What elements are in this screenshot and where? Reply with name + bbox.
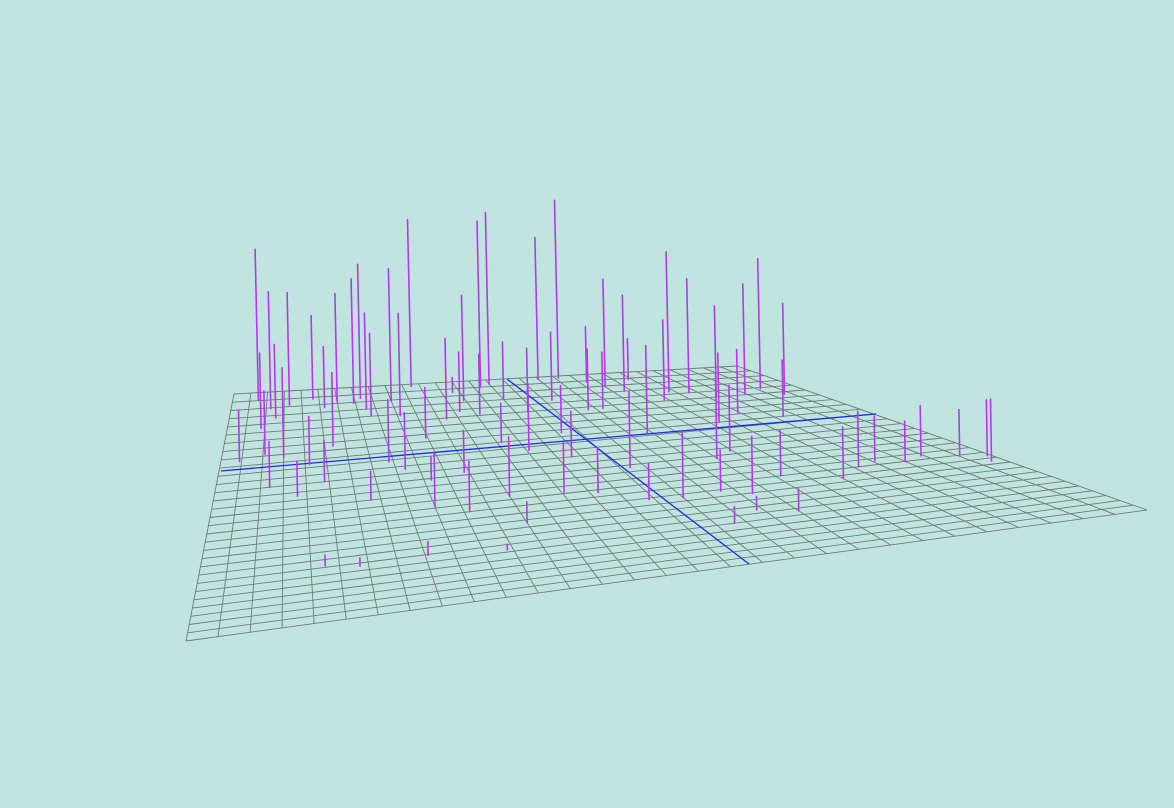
data-spike <box>406 218 413 388</box>
data-spike <box>501 341 505 401</box>
data-spike <box>350 277 355 405</box>
data-spike <box>286 291 291 406</box>
data-spike <box>903 420 907 463</box>
data-spike <box>719 449 722 492</box>
data-spike <box>363 312 368 410</box>
data-spike <box>661 319 666 401</box>
data-spike <box>562 441 565 493</box>
data-spike <box>397 312 402 417</box>
data-spike <box>477 353 481 415</box>
data-spike <box>468 460 471 513</box>
data-spike <box>602 278 607 388</box>
data-spike <box>735 348 739 414</box>
grid-line <box>703 367 1084 520</box>
grid-line <box>189 499 1120 625</box>
data-spike <box>526 382 530 452</box>
data-spike <box>626 337 630 381</box>
grid-line <box>185 509 1148 642</box>
data-spike <box>296 460 299 498</box>
data-spike <box>507 436 511 497</box>
data-spike <box>310 314 314 400</box>
data-spike <box>779 429 782 477</box>
grid-line <box>720 366 1116 515</box>
x-axis-line <box>220 413 877 472</box>
data-spike <box>621 294 626 392</box>
floor-axes <box>220 378 877 565</box>
data-spike <box>873 415 876 462</box>
data-spike <box>841 426 845 480</box>
grid-line <box>686 368 1052 524</box>
grid-line <box>187 504 1134 634</box>
data-spike <box>856 410 860 468</box>
data-spike <box>596 446 600 494</box>
data-spike <box>423 386 427 439</box>
data-spike <box>781 359 785 418</box>
data-spike <box>433 451 436 508</box>
data-spike <box>330 371 334 447</box>
data-spike <box>387 267 393 402</box>
data-spike <box>665 251 670 393</box>
data-spike <box>681 432 685 499</box>
data-spike <box>685 277 690 394</box>
data-spikes <box>237 199 993 567</box>
data-spike <box>549 331 553 402</box>
data-spike <box>334 292 339 403</box>
data-spike <box>307 415 311 466</box>
data-spike <box>728 384 731 452</box>
data-spike <box>985 398 989 457</box>
grid-line <box>736 365 1148 511</box>
data-spike <box>714 371 718 460</box>
data-spike <box>403 411 407 470</box>
data-spike <box>254 248 260 401</box>
grid-line <box>192 490 1093 609</box>
grid-line <box>193 485 1079 601</box>
data-spike <box>628 390 632 469</box>
data-spike <box>356 263 362 400</box>
floor-grid <box>185 365 1148 642</box>
data-spike <box>323 439 326 483</box>
data-spike <box>273 343 277 419</box>
z-axis-line <box>506 378 750 565</box>
data-spike <box>553 199 560 379</box>
data-spike <box>750 435 754 495</box>
data-spike <box>741 283 746 395</box>
data-spike <box>267 290 272 410</box>
data-spike <box>368 332 373 417</box>
data-spike <box>476 220 482 388</box>
data-spike <box>716 352 720 424</box>
data-spike <box>263 390 266 456</box>
data-spike <box>444 337 448 420</box>
data-spike <box>322 345 326 409</box>
grid-line <box>669 369 1020 528</box>
data-spike <box>600 351 604 410</box>
data-spike <box>237 409 241 463</box>
data-spike <box>756 257 762 390</box>
grid-line <box>190 495 1107 617</box>
data-spike <box>569 410 573 458</box>
data-spike <box>989 398 993 462</box>
data-spike <box>258 352 262 430</box>
data-spike <box>559 384 563 434</box>
data-spike <box>386 398 390 463</box>
data-spike <box>462 429 466 473</box>
data-spike <box>644 344 649 434</box>
data-spike <box>457 351 461 413</box>
data-spike <box>647 462 650 501</box>
data-spike <box>281 366 285 459</box>
data-spike <box>499 402 503 444</box>
data-spike <box>534 236 539 380</box>
data-spike <box>268 440 271 489</box>
data-spike <box>958 408 961 456</box>
data-spike <box>586 348 590 411</box>
data-spike <box>460 294 465 402</box>
data-spike <box>919 404 922 457</box>
data-spike <box>484 211 490 385</box>
data-spike <box>584 325 588 383</box>
data-spike <box>781 302 786 395</box>
